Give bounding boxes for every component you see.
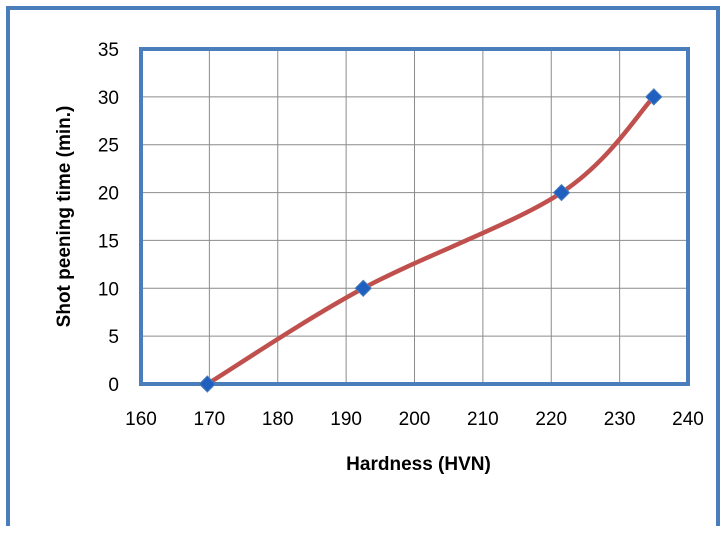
y-tick-label: 30 <box>98 88 119 109</box>
x-tick-label: 220 <box>535 409 567 430</box>
x-tick-label: 210 <box>467 409 499 430</box>
x-tick-label: 190 <box>330 409 362 430</box>
x-tick-label: 230 <box>604 409 636 430</box>
x-tick-label: 160 <box>125 409 157 430</box>
y-tick-label: 10 <box>98 279 119 300</box>
x-tick-label: 180 <box>262 409 294 430</box>
y-axis-title: Shot peening time (min.) <box>54 106 75 328</box>
y-tick-label: 35 <box>98 40 119 61</box>
y-tick-labels: 0 5 10 15 20 25 30 35 <box>98 40 119 396</box>
y-tick-label: 20 <box>98 184 119 205</box>
data-point-marker <box>198 375 217 393</box>
x-tick-label: 240 <box>672 409 704 430</box>
data-point-marker <box>552 183 571 202</box>
data-markers <box>198 88 663 393</box>
y-tick-label: 15 <box>98 231 119 252</box>
data-point-marker <box>645 88 663 106</box>
y-tick-label: 5 <box>108 327 119 348</box>
plot-area-border <box>139 47 690 386</box>
grid <box>140 48 689 385</box>
data-point-marker <box>354 279 372 297</box>
x-tick-label: 200 <box>399 409 431 430</box>
x-tick-labels: 160 170 180 190 200 210 220 230 240 <box>125 409 704 430</box>
x-axis-title: Hardness (HVN) <box>346 454 491 475</box>
y-tick-label: 0 <box>108 375 119 396</box>
chart-frame <box>6 6 720 526</box>
y-tick-label: 25 <box>98 136 119 157</box>
series-line <box>206 95 656 386</box>
x-tick-label: 170 <box>194 409 226 430</box>
